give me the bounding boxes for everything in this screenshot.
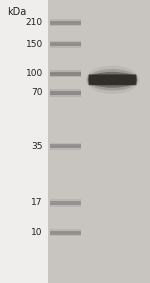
Bar	[50, 93, 81, 97]
Text: 210: 210	[26, 18, 43, 27]
Bar	[50, 231, 81, 235]
Bar	[50, 229, 81, 233]
FancyBboxPatch shape	[88, 74, 136, 85]
Text: 70: 70	[31, 88, 43, 97]
Bar	[50, 21, 81, 25]
Bar	[50, 70, 81, 74]
Bar	[50, 22, 81, 26]
Bar	[50, 143, 81, 147]
Text: 17: 17	[31, 198, 43, 207]
Bar	[50, 73, 81, 77]
Bar	[50, 41, 81, 45]
Ellipse shape	[88, 72, 137, 88]
Bar	[50, 201, 81, 205]
Bar	[50, 44, 81, 48]
Text: 10: 10	[31, 228, 43, 237]
Ellipse shape	[87, 69, 138, 91]
Bar	[50, 232, 81, 236]
Bar	[50, 19, 81, 23]
Text: kDa: kDa	[8, 7, 27, 17]
Bar	[50, 203, 81, 207]
Bar	[50, 72, 81, 76]
Bar	[50, 89, 81, 93]
Bar	[50, 199, 81, 203]
Bar	[50, 91, 81, 95]
Text: 35: 35	[31, 142, 43, 151]
Bar	[50, 144, 81, 148]
Bar	[50, 42, 81, 46]
Ellipse shape	[86, 66, 139, 94]
Bar	[50, 146, 81, 150]
Bar	[48, 0, 150, 283]
Text: 100: 100	[26, 69, 43, 78]
Text: 150: 150	[26, 40, 43, 49]
